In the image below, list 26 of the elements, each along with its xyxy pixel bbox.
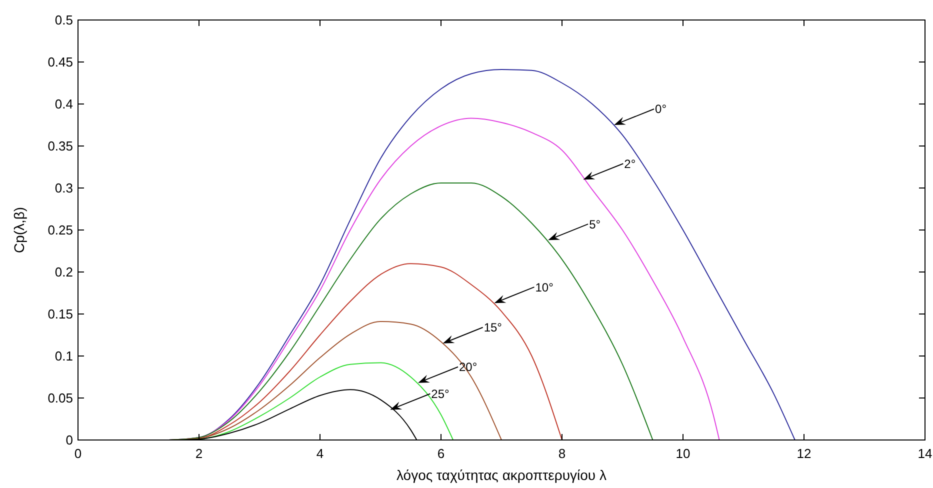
y-tick-label: 0.2 xyxy=(54,264,73,280)
annotation: 0° xyxy=(655,102,667,116)
y-tick-label: 0.05 xyxy=(48,390,73,406)
annotation: 5° xyxy=(589,217,601,232)
x-tick-label: 2 xyxy=(195,446,203,461)
x-tick-label: 14 xyxy=(918,446,932,461)
y-tick-label: 0.25 xyxy=(48,222,73,238)
y-tick-label: 0.45 xyxy=(48,54,73,70)
annotation: 25° xyxy=(431,386,450,401)
y-tick-label: 0.1 xyxy=(54,348,73,364)
y-tick-label: 0.15 xyxy=(48,306,73,322)
x-tick-label: 4 xyxy=(316,446,324,461)
annotation: 2° xyxy=(624,156,636,171)
x-tick-label: 8 xyxy=(558,446,566,461)
x-tick-label: 10 xyxy=(676,446,690,461)
x-axis-title: λόγος ταχύτητας ακροπτερυγίου λ xyxy=(396,467,606,483)
y-tick-label: 0.4 xyxy=(54,96,73,112)
y-tick-label: 0.35 xyxy=(48,138,73,154)
annotation: 10° xyxy=(535,280,554,294)
annotation: 15° xyxy=(484,320,502,335)
y-tick-label: 0 xyxy=(66,432,73,448)
y-tick-label: 0.5 xyxy=(54,12,73,28)
y-axis-title: Cp(λ,β) xyxy=(11,206,27,254)
x-tick-label: 12 xyxy=(796,446,812,461)
x-tick-label: 6 xyxy=(437,446,445,461)
y-tick-label: 0.3 xyxy=(54,180,73,196)
